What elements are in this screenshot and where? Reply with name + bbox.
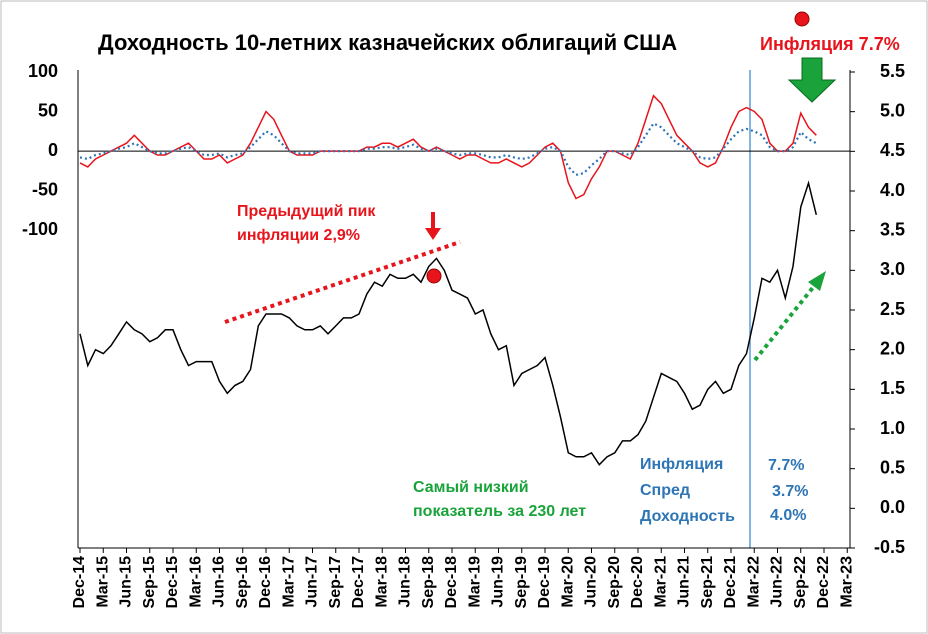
x-tick-label: Sep-17: [327, 556, 344, 609]
series-line: [79, 180, 818, 466]
annotation: показатель за 230 лет: [413, 503, 586, 520]
x-tick-label: Sep-18: [420, 556, 437, 609]
x-tick-label: Dec-15: [164, 556, 181, 609]
y-tick-label: 0: [48, 140, 58, 160]
x-tick-label: Sep-15: [141, 556, 158, 609]
y-tick-label: 100: [28, 61, 58, 81]
y2-tick-label: 4.0: [880, 180, 905, 200]
box-label: Спред: [640, 482, 690, 499]
x-tick-label: Mar-19: [466, 556, 483, 608]
x-tick-label: Jun-17: [304, 556, 321, 608]
green-trend: [753, 283, 817, 362]
x-tick-label: Dec-20: [629, 556, 646, 609]
box-label: Инфляция: [640, 456, 723, 473]
y2-tick-label: 1.5: [880, 378, 905, 398]
x-tick-label: Jun-19: [490, 556, 507, 608]
x-tick-label: Dec-17: [350, 556, 367, 609]
x-tick-label: Dec-14: [71, 556, 88, 609]
green-arrow: [787, 57, 837, 103]
y-tick-label: -50: [32, 179, 58, 199]
box-value: 4.0%: [770, 507, 806, 524]
y-tick-label: 50: [38, 100, 58, 120]
x-tick-label: Dec-21: [722, 556, 739, 609]
y2-tick-label: 3.0: [880, 259, 905, 279]
y2-tick-label: 2.5: [880, 299, 905, 319]
y2-tick-label: 4.5: [880, 140, 905, 160]
x-tick-label: Mar-23: [838, 556, 855, 608]
y2-tick-label: 5.0: [880, 100, 905, 120]
trend-line: [224, 240, 461, 324]
y2-tick-label: 0.0: [880, 497, 905, 517]
y2-tick-label: 3.5: [880, 219, 905, 239]
x-tick-label: Jun-22: [769, 556, 786, 608]
x-tick-label: Mar-18: [373, 556, 390, 608]
box-label: Доходность: [640, 508, 735, 525]
annotation: Самый низкий: [413, 479, 529, 496]
box-value: 3.7%: [772, 483, 808, 500]
x-tick-label: Mar-22: [745, 556, 762, 608]
series-line: [79, 94, 817, 200]
red-dot: [426, 268, 442, 284]
x-tick-label: Mar-20: [559, 556, 576, 608]
x-tick-label: Mar-16: [187, 556, 204, 608]
x-tick-label: Dec-22: [815, 556, 832, 609]
x-tick-label: Sep-22: [792, 556, 809, 609]
chart-title: Доходность 10-летних казначейских облига…: [98, 30, 677, 55]
green-trend-head: [808, 271, 826, 291]
y2-tick-label: 5.5: [880, 61, 905, 81]
annotation: Инфляция 7.7%: [760, 34, 900, 54]
x-tick-label: Sep-21: [699, 556, 716, 609]
y-tick-label: -100: [22, 219, 58, 239]
y2-tick-label: 1.0: [880, 418, 905, 438]
x-tick-label: Mar-15: [94, 556, 111, 608]
x-tick-label: Jun-18: [397, 556, 414, 608]
y2-tick-label: 2.0: [880, 338, 905, 358]
x-tick-label: Jun-21: [676, 556, 693, 608]
y2-tick-label: 0.5: [880, 457, 905, 477]
annotation: Предыдущий пик: [237, 203, 376, 220]
x-tick-label: Mar-21: [652, 556, 669, 608]
x-tick-label: Dec-19: [536, 556, 553, 609]
x-tick-label: Sep-19: [513, 556, 530, 609]
red-arrow-head: [425, 228, 441, 240]
x-tick-label: Mar-17: [280, 556, 297, 608]
x-tick-label: Jun-20: [583, 556, 600, 608]
x-tick-label: Dec-16: [257, 556, 274, 609]
y2-tick-label: -0.5: [874, 537, 905, 557]
x-tick-label: Dec-18: [443, 556, 460, 609]
box-value: 7.7%: [768, 457, 804, 474]
x-tick-label: Jun-15: [118, 556, 135, 608]
red-dot: [794, 11, 810, 27]
x-tick-label: Sep-20: [606, 556, 623, 609]
series-line: [79, 121, 817, 176]
annotation: инфляции 2,9%: [237, 227, 360, 244]
x-tick-label: Jun-16: [211, 556, 228, 608]
x-tick-label: Sep-16: [234, 556, 251, 609]
